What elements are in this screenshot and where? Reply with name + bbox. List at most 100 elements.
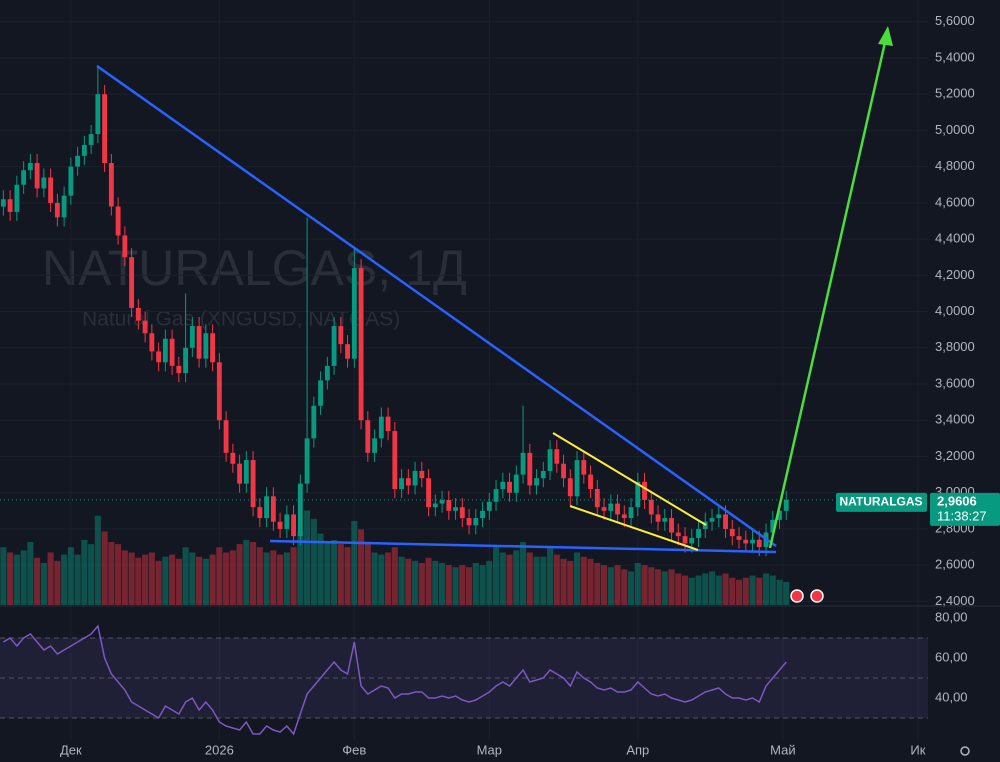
candle-body [432,503,438,508]
volume-bar [688,577,695,605]
volume-bar [182,547,189,605]
y-tick-label: 2,4000 [935,593,975,608]
candle-body [554,449,560,464]
candle-body [156,351,162,363]
volume-bar [358,529,365,605]
volume-bar [648,567,655,605]
volume-bar [236,544,243,605]
volume-bar [493,547,500,605]
candle-body [297,483,303,537]
candle-body [210,333,216,363]
candle-body [453,507,458,511]
volume-bar [297,531,304,605]
candle-body [230,452,236,464]
volume-bar [256,547,263,605]
candle-body [500,481,506,490]
arrow-head [878,26,893,46]
symbol-tag-box [836,492,927,512]
volume-bar [148,552,155,605]
volume-bar [304,510,311,605]
candle-body [642,481,647,500]
candle-body [513,474,519,493]
y-tick-label: 4,6000 [935,194,975,209]
volume-bar [344,547,351,605]
candle-body [284,514,290,529]
candle-body [61,195,67,218]
candle-body [54,202,60,218]
candle-body [507,481,512,493]
volume-bar [472,563,479,605]
candle-body [662,518,668,522]
volume-bar [317,533,324,605]
candle-body [446,499,452,511]
candle-body [149,333,155,352]
volume-bar [331,539,338,605]
volume-bar [614,565,621,605]
candle-body [669,518,674,533]
volume-bar [722,573,729,605]
volume-bar [169,554,176,605]
candle-body [291,514,297,537]
volume-bar [607,567,614,605]
volume-bar [263,552,270,605]
volume-bar [250,542,257,605]
volume-bar [385,552,392,605]
rsi-tick-label: 60,00 [935,649,968,664]
volume-bar [189,552,196,605]
volume-bar [20,550,27,605]
volume-bar [439,563,446,605]
volume-bar [398,556,405,605]
candle-body [540,470,546,479]
candle-body [709,518,715,522]
candle-body [743,539,749,544]
volume-bar [216,547,223,605]
volume-bar [783,581,790,605]
drawings [96,26,970,756]
y-tick-label: 4,8000 [935,158,975,173]
volume-bar [0,547,7,605]
x-tick-label: Мар [477,742,502,757]
price-tag-box [930,492,1000,526]
x-tick-label: Дек [60,742,82,757]
volume-bar [351,521,358,605]
volume-bar [425,557,432,605]
volume-bar [364,542,371,605]
volume-bar [196,556,203,605]
x-tick-label: 2026 [205,742,234,757]
volume-bar [661,571,668,605]
volume-bar [209,554,216,605]
volume-bar [675,573,682,605]
y-tick-label: 3,4000 [935,412,975,427]
candle-body [237,463,243,484]
candle-body [257,507,263,519]
candle-body [311,405,317,439]
candle-body [574,460,580,497]
candle-body [135,307,141,321]
rsi-tick-label: 80,00 [935,609,968,624]
volume-bar [54,560,61,605]
volume-bar [61,554,68,605]
candle-body [243,460,249,484]
candle-body [770,519,776,533]
candle-body [264,496,270,519]
watermark-title: NATURALGAS, 1Д [42,240,467,296]
volume-bar [74,554,81,605]
volume-bar [162,556,169,605]
candle-body [581,460,587,475]
y-tick-label: 3,6000 [935,375,975,390]
volume-bar [142,554,149,605]
candle-body [729,528,735,537]
candle-body [601,507,607,511]
rsi-line [3,624,787,736]
volume-bar [121,550,128,605]
volume-bar [202,558,209,605]
candle-body [7,199,13,212]
candle-body [716,514,722,519]
candle-body [493,489,499,502]
candle-body [473,518,479,526]
settings-icon[interactable] [960,746,970,756]
volume-bar [466,567,473,605]
